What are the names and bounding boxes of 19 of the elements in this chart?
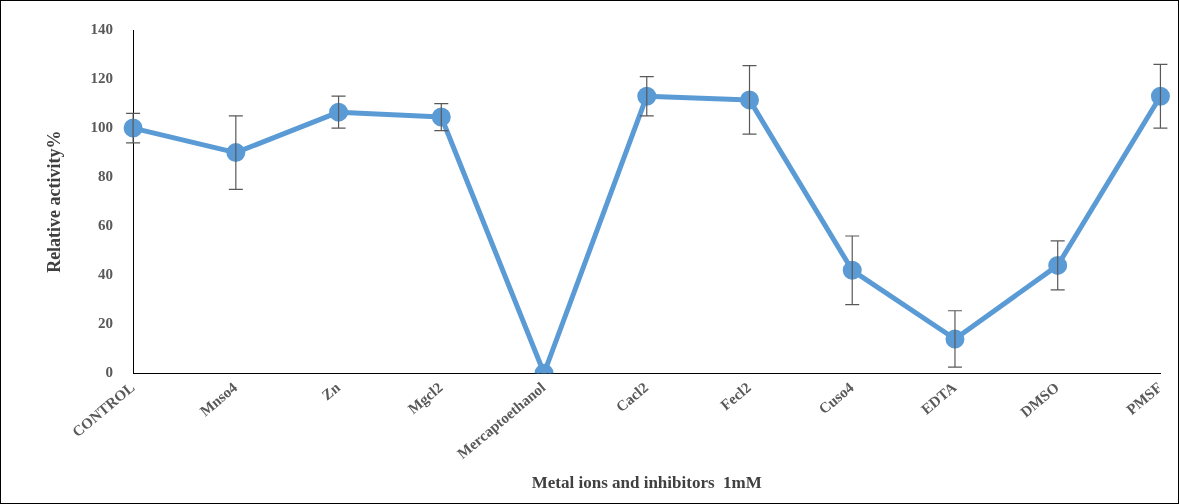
point [842, 260, 862, 280]
y-tick-label: 20 [98, 315, 114, 332]
y-axis-title: Relative activity% [44, 130, 65, 273]
y-tick-label: 0 [105, 364, 114, 381]
point [1150, 86, 1170, 106]
y-tick-label: 40 [98, 266, 114, 283]
point [1048, 255, 1068, 275]
point [637, 86, 657, 106]
y-tick-label: 60 [98, 217, 114, 234]
point [431, 107, 451, 127]
point [329, 102, 349, 122]
x-tick-label: Zn [318, 378, 344, 404]
y-tick-label: 120 [90, 69, 114, 86]
y-tick-label: 140 [90, 20, 114, 37]
point [226, 143, 246, 163]
x-axis-title: Metal ions and inhibitors 1mM [531, 473, 762, 493]
point [740, 90, 759, 110]
y-tick-label: 80 [98, 168, 114, 184]
y-tick-label: 100 [90, 118, 114, 135]
